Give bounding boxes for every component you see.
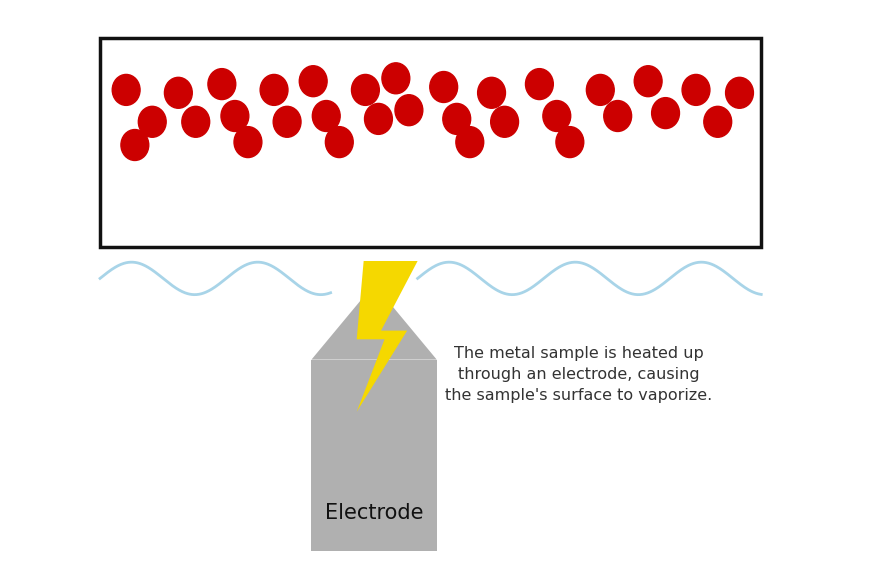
Ellipse shape	[603, 100, 631, 132]
Polygon shape	[356, 261, 417, 412]
Ellipse shape	[164, 77, 192, 108]
Ellipse shape	[182, 106, 209, 137]
Text: The metal sample is heated up
through an electrode, causing
the sample's surface: The metal sample is heated up through an…	[444, 346, 712, 403]
Ellipse shape	[555, 126, 583, 158]
Ellipse shape	[490, 106, 518, 137]
Bar	[311, 360, 436, 551]
Ellipse shape	[260, 74, 288, 106]
Ellipse shape	[325, 126, 353, 158]
Ellipse shape	[221, 100, 249, 132]
Ellipse shape	[312, 100, 340, 132]
Ellipse shape	[703, 106, 731, 137]
Ellipse shape	[121, 129, 149, 161]
Ellipse shape	[273, 106, 301, 137]
Ellipse shape	[442, 103, 470, 135]
Ellipse shape	[525, 68, 553, 100]
Ellipse shape	[725, 77, 753, 108]
Ellipse shape	[542, 100, 570, 132]
Bar	[100, 38, 760, 246]
Ellipse shape	[395, 95, 422, 126]
Ellipse shape	[364, 103, 392, 135]
Ellipse shape	[351, 74, 379, 106]
Ellipse shape	[112, 74, 140, 106]
Ellipse shape	[586, 74, 614, 106]
Ellipse shape	[634, 66, 661, 97]
Ellipse shape	[429, 71, 457, 103]
Ellipse shape	[234, 126, 262, 158]
Ellipse shape	[651, 97, 679, 129]
Ellipse shape	[138, 106, 166, 137]
Ellipse shape	[477, 77, 505, 108]
Ellipse shape	[455, 126, 483, 158]
Text: Electrode: Electrode	[324, 503, 423, 523]
Ellipse shape	[381, 63, 409, 94]
Polygon shape	[311, 284, 436, 360]
Ellipse shape	[208, 68, 235, 100]
Ellipse shape	[681, 74, 709, 106]
Ellipse shape	[299, 66, 327, 97]
